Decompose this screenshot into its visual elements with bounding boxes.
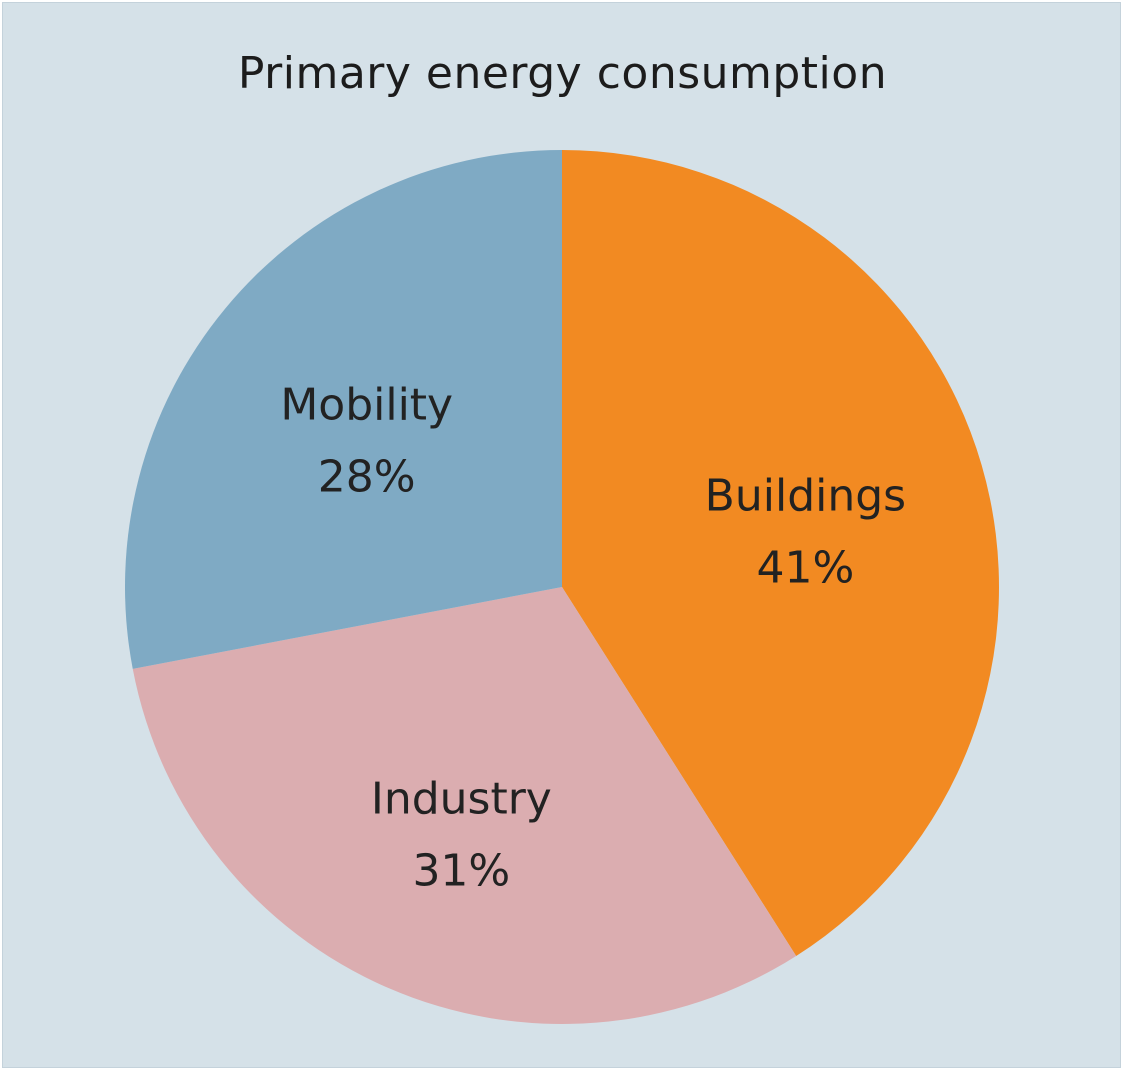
pie-slice-buildings (562, 150, 999, 956)
slice-label-industry: Industry (371, 774, 552, 825)
pie-slices (125, 150, 999, 1024)
pie-slice-mobility (125, 150, 562, 669)
slice-value-mobility: 28% (318, 451, 416, 502)
slice-label-mobility: Mobility (280, 379, 453, 430)
pie-labels: Buildings 41% Industry 31% Mobility 28% (280, 379, 906, 896)
slice-value-buildings: 41% (756, 542, 854, 593)
slice-label-buildings: Buildings (705, 470, 906, 521)
chart-title: Primary energy consumption (237, 48, 888, 99)
slice-value-industry: 31% (412, 846, 510, 897)
pie-slice-industry (132, 587, 797, 1024)
